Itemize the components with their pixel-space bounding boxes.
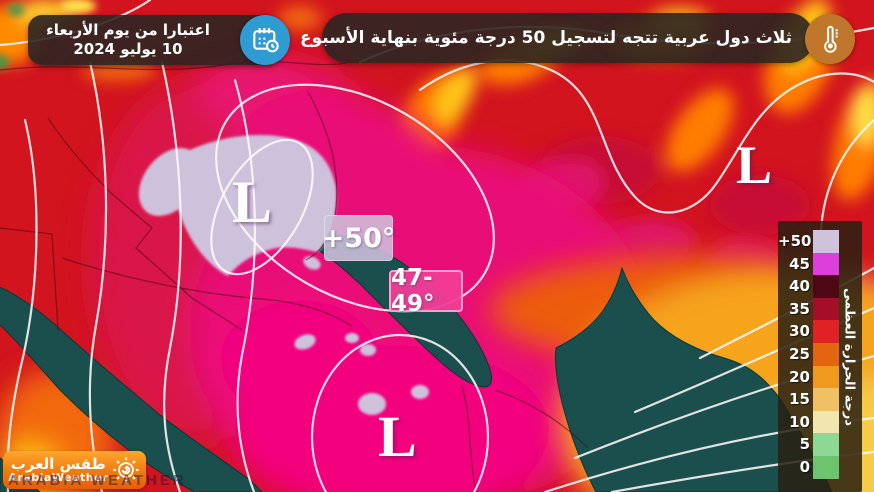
legend-tick-label: 15 xyxy=(789,390,810,409)
temperature-legend: +50 45 40 35 30 25 20 15 10 5 0 درجة الحرارة العظم… xyxy=(778,221,862,492)
watermark-text: ARABIA WEATHER xyxy=(8,472,187,489)
date-banner: اعتبارا من يوم الأربعاء 10 يوليو 2024 xyxy=(28,15,290,65)
legend-row: 35 xyxy=(778,297,862,321)
arabiaweather-logo: طقس العرب ArabiaWeather xyxy=(3,451,146,489)
legend-color-swatch xyxy=(813,230,839,253)
legend-tick-label: 20 xyxy=(789,367,810,386)
legend-title: درجة الحرارة العظمى xyxy=(841,287,857,426)
legend-tick-label: +50 xyxy=(778,232,812,250)
headline-text: ثلاث دول عربية تتجه لتسجيل 50 درجة مئوية… xyxy=(300,28,792,48)
calendar-clock-icon xyxy=(240,15,290,65)
legend-row: 15 xyxy=(778,388,862,411)
legend-tick-label: 30 xyxy=(789,322,810,341)
low-pressure-marker-south: L xyxy=(378,404,417,469)
date-banner-line2: 10 يوليو 2024 xyxy=(73,40,183,58)
legend-tick-label: 0 xyxy=(799,457,810,476)
legend-tick-label: 10 xyxy=(789,412,810,431)
legend-row: 20 xyxy=(778,365,862,389)
legend-scale: +50 45 40 35 30 25 20 15 10 5 0 xyxy=(778,230,862,479)
logo-arabic-name: طقس العرب xyxy=(10,455,106,473)
legend-tick-label: 5 xyxy=(799,435,810,454)
legend-row: 10 xyxy=(778,410,862,434)
date-banner-line1: اعتبارا من يوم الأربعاء xyxy=(46,21,210,39)
legend-color-swatch xyxy=(813,410,839,434)
legend-tick-label: 35 xyxy=(789,299,810,318)
legend-row: +50 xyxy=(778,230,862,253)
legend-color-swatch xyxy=(813,365,839,389)
legend-row: 5 xyxy=(778,433,862,456)
legend-tick-label: 25 xyxy=(789,344,810,363)
legend-color-swatch xyxy=(813,342,839,366)
legend-color-swatch xyxy=(813,297,839,321)
heat-spots xyxy=(0,0,96,69)
legend-row: 0 xyxy=(778,455,862,479)
legend-color-swatch xyxy=(813,252,839,276)
legend-color-swatch xyxy=(813,320,839,343)
logo-latin-name: ArabiaWeather xyxy=(8,471,108,484)
sun-spiral-icon xyxy=(113,457,139,483)
low-pressure-marker-iraq: L xyxy=(232,169,273,235)
legend-tick-label: 45 xyxy=(789,254,810,273)
country-borders xyxy=(0,60,589,492)
legend-color-swatch xyxy=(813,455,839,479)
legend-color-swatch xyxy=(813,433,839,456)
legend-row: 25 xyxy=(778,342,862,366)
low-pressure-marker-northeast: L xyxy=(736,135,773,195)
temperature-label-50: +50° xyxy=(322,215,395,261)
thermometer-icon xyxy=(805,14,855,64)
legend-row: 30 xyxy=(778,320,862,343)
legend-row: 40 xyxy=(778,275,862,298)
legend-row: 45 xyxy=(778,252,862,276)
headline-banner: ثلاث دول عربية تتجه لتسجيل 50 درجة مئوية… xyxy=(300,13,855,64)
legend-color-swatch xyxy=(813,388,839,411)
legend-color-swatch xyxy=(813,275,839,298)
legend-tick-label: 40 xyxy=(789,277,810,296)
temperature-label-47-49: 47-49° xyxy=(389,265,463,317)
